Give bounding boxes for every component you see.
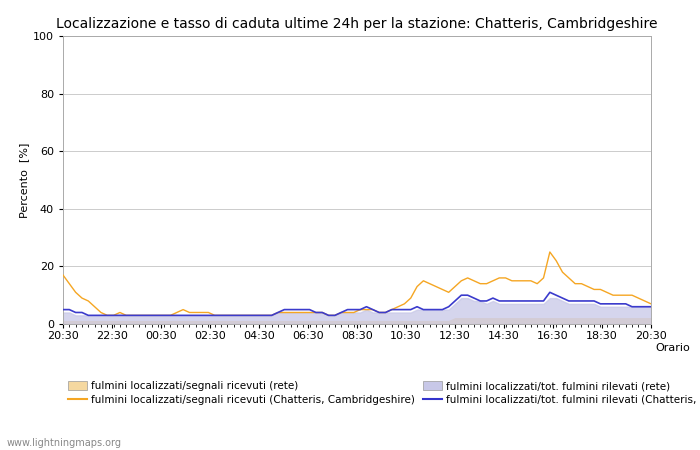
Y-axis label: Percento  [%]: Percento [%] — [19, 142, 29, 218]
Text: Orario: Orario — [655, 343, 690, 353]
Legend: fulmini localizzati/segnali ricevuti (rete), fulmini localizzati/segnali ricevut: fulmini localizzati/segnali ricevuti (re… — [68, 381, 700, 405]
Text: www.lightningmaps.org: www.lightningmaps.org — [7, 438, 122, 448]
Title: Localizzazione e tasso di caduta ultime 24h per la stazione: Chatteris, Cambridg: Localizzazione e tasso di caduta ultime … — [56, 17, 658, 31]
